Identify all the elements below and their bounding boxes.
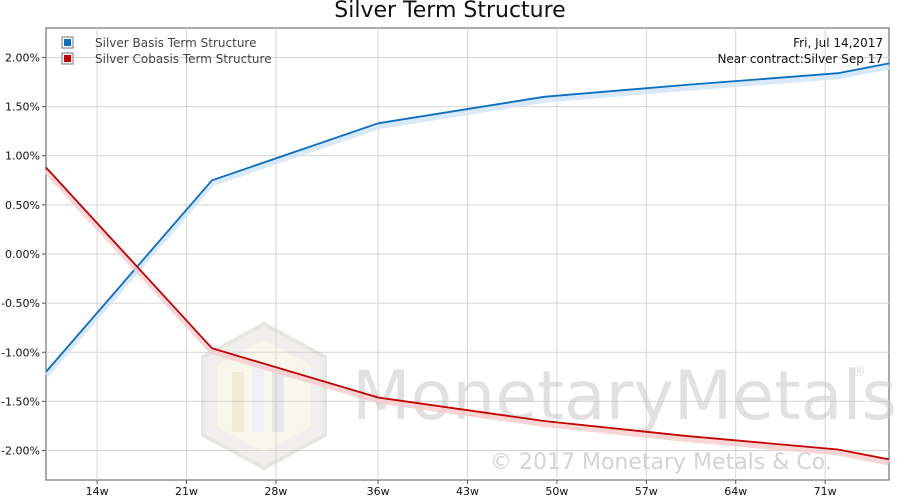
x-tick-label: 14w — [86, 485, 109, 498]
watermark-registered: ® — [852, 364, 866, 380]
series-shadow-band — [43, 63, 890, 377]
watermark-brand: MonetaryMetals — [352, 357, 897, 436]
y-tick-label: -0.50% — [1, 297, 40, 310]
x-tick-label: 28w — [264, 485, 287, 498]
legend-swatch-basis — [64, 39, 71, 46]
x-tick-label: 36w — [367, 485, 390, 498]
x-tick-label: 64w — [724, 485, 747, 498]
axis-labels: 2.00% 1.50% 1.00% 0.50% 0.00% -0.50% -1.00% -1.… — [1, 51, 837, 498]
series-line-basis[interactable] — [45, 62, 890, 373]
grid — [42, 28, 889, 484]
legend-label-basis: Silver Basis Term Structure — [95, 36, 256, 50]
series-line-cobasis[interactable] — [45, 166, 890, 461]
series-layer — [43, 62, 890, 466]
watermark-logo-icon — [201, 321, 327, 471]
series-shadow-band — [43, 168, 890, 466]
y-tick-label: -2.00% — [1, 445, 40, 458]
y-tick-label: -1.50% — [1, 395, 40, 408]
y-tick-label: 0.50% — [5, 199, 40, 212]
near-contract-label: Near contract:Silver Sep 17 — [717, 52, 883, 66]
date-label: Fri, Jul 14,2017 — [793, 36, 883, 50]
watermark-copyright: © 2017 Monetary Metals & Co. — [490, 450, 832, 475]
x-tick-label: 21w — [175, 485, 198, 498]
legend-item-basis[interactable]: Silver Basis Term Structure — [61, 36, 256, 50]
legend-item-cobasis[interactable]: Silver Cobasis Term Structure — [61, 52, 272, 66]
x-tick-label: 50w — [545, 485, 568, 498]
x-tick-label: 57w — [635, 485, 658, 498]
legend: Silver Basis Term Structure Silver Cobas… — [61, 36, 272, 66]
x-tick-label: 43w — [456, 485, 479, 498]
legend-swatch-cobasis — [64, 55, 71, 62]
y-tick-label: 2.00% — [5, 51, 40, 64]
legend-label-cobasis: Silver Cobasis Term Structure — [95, 52, 272, 66]
y-tick-label: 0.00% — [5, 248, 40, 261]
y-tick-label: 1.50% — [5, 101, 40, 114]
x-tick-label: 71w — [814, 485, 837, 498]
y-tick-label: -1.00% — [1, 346, 40, 359]
chart-title: Silver Term Structure — [334, 0, 565, 23]
y-tick-label: 1.00% — [5, 150, 40, 163]
